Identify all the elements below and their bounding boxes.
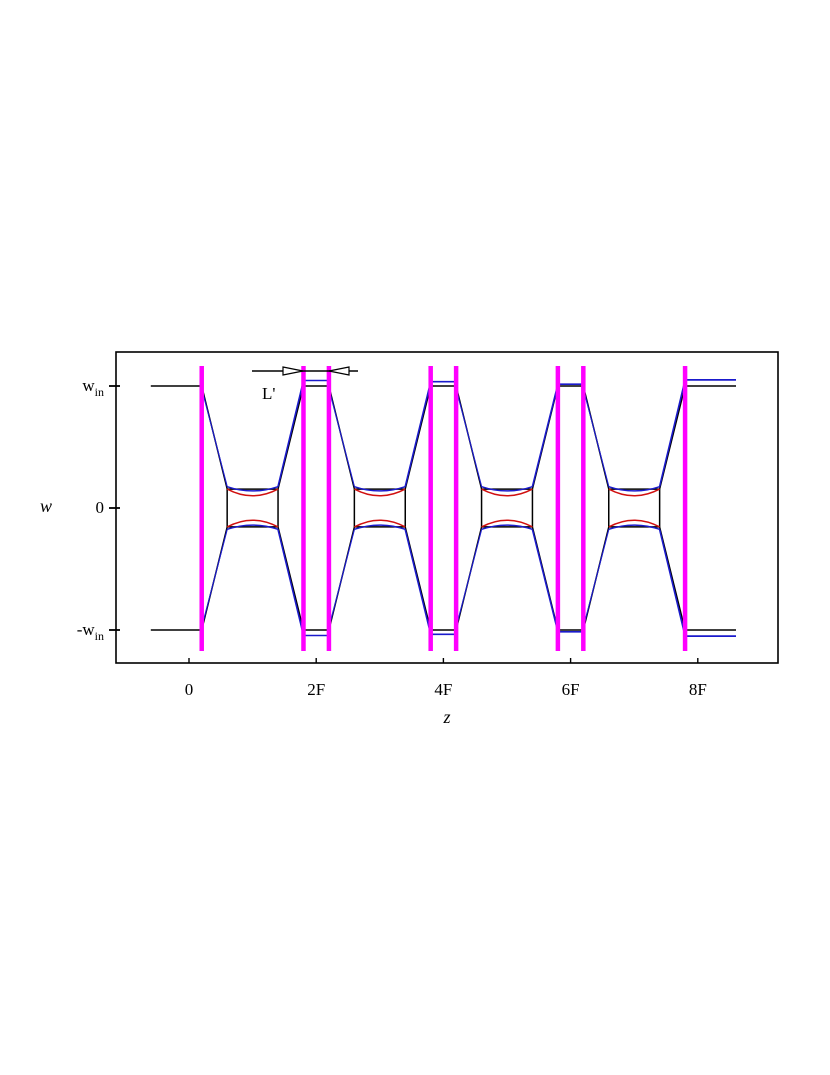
red-ray-lower-1 [354, 519, 406, 528]
plot-frame [115, 351, 779, 664]
red-ray-upper-3 [608, 488, 660, 497]
blue-ray-upper-2 [481, 485, 533, 492]
y-tick-label-1: 0 [96, 498, 105, 517]
blue-diverge-upper-0 [277, 380, 305, 487]
y-tick-label-2: -win [77, 620, 104, 643]
lens-elements [199, 366, 688, 651]
red-ray-lower-0 [226, 519, 279, 528]
red-ray-lower-2 [481, 519, 533, 528]
annotation-label: L' [262, 384, 275, 403]
x-tick-label-2: 4F [434, 680, 452, 699]
arrow-left-icon [328, 366, 350, 376]
arrow-right-icon [282, 366, 304, 376]
red-ray-upper-2 [481, 488, 533, 497]
x-tick-label-1: 2F [307, 680, 325, 699]
blue-converge-lower-2 [455, 529, 483, 628]
red-ray-upper-0 [226, 488, 279, 497]
blue-diverge-lower-2 [531, 529, 559, 632]
blue-converge-upper-0 [201, 388, 228, 487]
blue-ray-lower-3 [608, 524, 660, 531]
y-axis-ticks: win 0 -win [77, 376, 120, 643]
blue-ray-lower-2 [481, 524, 533, 531]
blue-diverge-lower-3 [658, 529, 686, 637]
blue-ray-lower-1 [354, 524, 406, 531]
x-tick-label-0: 0 [185, 680, 194, 699]
x-axis-label: z [442, 707, 450, 727]
blue-diverge-upper-2 [531, 384, 559, 487]
ray-envelope-lower [150, 526, 736, 631]
blue-converge-lower-0 [201, 529, 228, 628]
y-tick-label-0: win [82, 376, 104, 399]
blue-converge-upper-2 [455, 388, 483, 487]
blue-diverge-lower-1 [404, 529, 432, 635]
ray-envelope-upper [150, 385, 736, 490]
blue-diverge-upper-3 [658, 379, 686, 487]
blue-ray-lower-0 [226, 524, 279, 531]
blue-converge-lower-1 [328, 529, 355, 628]
x-tick-label-4: 8F [689, 680, 707, 699]
blue-converge-upper-1 [328, 388, 355, 487]
lens-spacing-annotation: L' [252, 366, 358, 403]
x-tick-label-3: 6F [562, 680, 580, 699]
red-ray-upper-1 [354, 488, 406, 497]
ray-traces [150, 378, 736, 637]
blue-diverge-upper-1 [404, 381, 432, 487]
blue-diverge-lower-0 [277, 529, 305, 636]
blue-converge-lower-3 [582, 529, 610, 628]
red-ray-lower-3 [608, 519, 660, 528]
blue-ray-upper-1 [354, 485, 406, 492]
blue-ray-upper-3 [608, 485, 660, 492]
y-axis-label: w [40, 496, 52, 516]
blue-ray-upper-0 [226, 485, 279, 492]
x-axis-ticks: 0 2F 4F 6F 8F [185, 658, 707, 699]
blue-converge-upper-3 [582, 388, 610, 487]
